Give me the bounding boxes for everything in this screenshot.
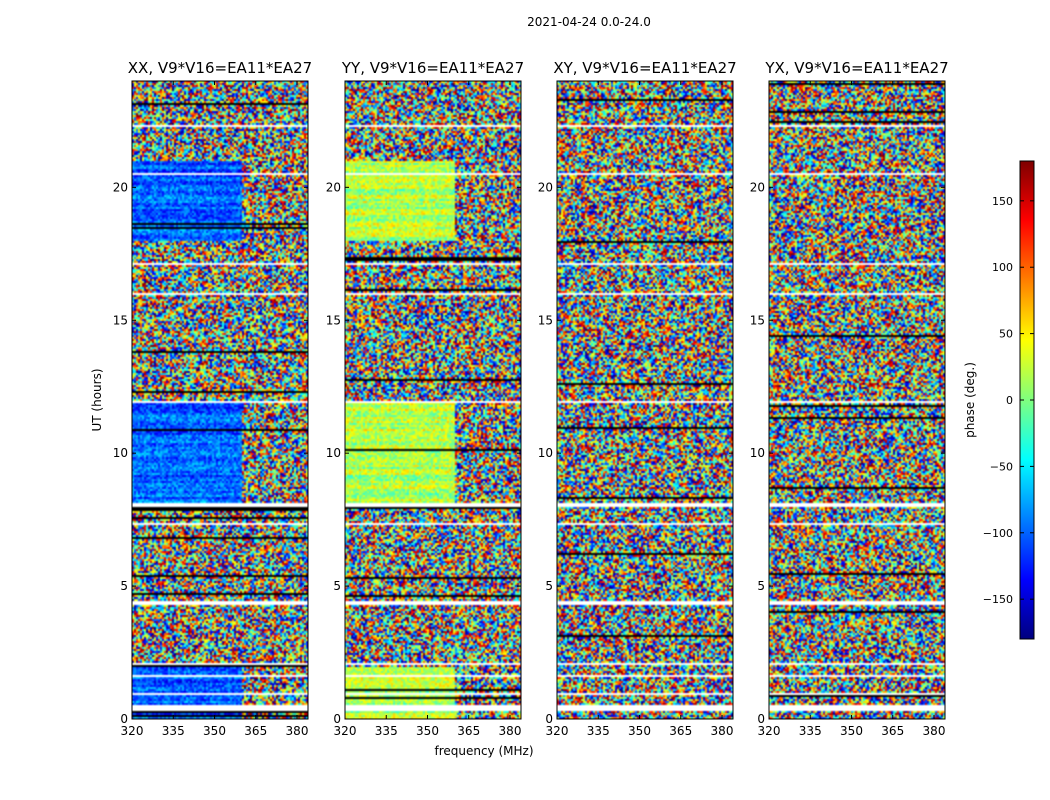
x-tick-label: 380 [711, 724, 734, 738]
x-axis-label: frequency (MHz) [434, 744, 533, 758]
y-tick-label: 15 [326, 313, 341, 327]
panel-title: YY, V9*V16=EA11*EA27 [341, 59, 524, 77]
y-tick-label: 5 [120, 579, 128, 593]
panel-title: YX, V9*V16=EA11*EA27 [764, 59, 948, 77]
y-tick-label: 0 [757, 712, 765, 726]
panel-frame [556, 80, 734, 720]
y-tick-label: 10 [538, 446, 553, 460]
colorbar-tick-label: 50 [999, 328, 1013, 341]
y-tick-label: 0 [120, 712, 128, 726]
y-tick-label: 20 [750, 180, 765, 194]
y-tick-label: 0 [545, 712, 553, 726]
phase-heatmap [132, 81, 308, 719]
panel-xx: XX, V9*V16=EA11*EA27 320 335 350 365 380 0 5 10 1… [113, 59, 313, 738]
y-tick-label: 15 [113, 313, 128, 327]
x-tick-label: 320 [546, 724, 569, 738]
y-tick-label: 5 [333, 579, 341, 593]
x-tick-label: 320 [758, 724, 781, 738]
x-tick-label: 365 [881, 724, 904, 738]
panel-title: XY, V9*V16=EA11*EA27 [553, 59, 736, 77]
panel-yy: YY, V9*V16=EA11*EA27 320 335 350 365 380 0 5 10 1… [326, 59, 524, 738]
colorbar-label: phase (deg.) [963, 362, 977, 438]
colorbar-tick-label: −50 [990, 460, 1013, 473]
colorbar-tick-label: −150 [983, 593, 1013, 606]
colorbar-tick-label: 0 [1006, 394, 1013, 407]
colorbar: 150 100 50 0 −50 −100 −150 [983, 160, 1035, 640]
x-tick-label: 350 [203, 724, 226, 738]
colorbar-tick-label: −100 [983, 527, 1013, 540]
y-tick-label: 15 [750, 313, 765, 327]
y-tick-label: 5 [545, 579, 553, 593]
panel-title: XX, V9*V16=EA11*EA27 [128, 59, 312, 77]
y-tick-label: 15 [538, 313, 553, 327]
phase-heatmap [557, 81, 733, 719]
x-tick-label: 365 [457, 724, 480, 738]
panel-frame [768, 80, 946, 720]
x-tick-label: 380 [286, 724, 309, 738]
y-tick-label: 10 [326, 446, 341, 460]
figure-title: 2021-04-24 0.0-24.0 [527, 15, 651, 29]
x-tick-label: 365 [244, 724, 267, 738]
phase-heatmap [345, 81, 521, 719]
x-tick-label: 320 [121, 724, 144, 738]
phase-heatmap [769, 81, 945, 719]
colorbar-tick-label: 100 [992, 261, 1013, 274]
panel-frame [131, 80, 309, 720]
y-tick-label: 20 [113, 180, 128, 194]
x-tick-label: 350 [840, 724, 863, 738]
x-tick-label: 350 [416, 724, 439, 738]
y-tick-label: 0 [333, 712, 341, 726]
y-tick-label: 10 [750, 446, 765, 460]
y-tick-label: 20 [326, 180, 341, 194]
x-tick-label: 380 [923, 724, 946, 738]
y-tick-label: 20 [538, 180, 553, 194]
x-tick-label: 335 [587, 724, 610, 738]
x-tick-label: 350 [628, 724, 651, 738]
y-tick-label: 5 [757, 579, 765, 593]
x-tick-label: 335 [162, 724, 185, 738]
panel-yx: YX, V9*V16=EA11*EA27 320 335 350 365 380 0 5 10 1… [750, 59, 949, 738]
y-axis-label: UT (hours) [90, 368, 104, 431]
x-tick-label: 365 [669, 724, 692, 738]
x-tick-label: 335 [375, 724, 398, 738]
panel-frame [344, 80, 522, 720]
x-tick-label: 335 [799, 724, 822, 738]
panel-xy: XY, V9*V16=EA11*EA27 320 335 350 365 380 0 5 10 1… [538, 59, 737, 738]
x-tick-label: 320 [334, 724, 357, 738]
colorbar-tick-label: 150 [992, 195, 1013, 208]
x-tick-label: 380 [499, 724, 522, 738]
y-tick-label: 10 [113, 446, 128, 460]
